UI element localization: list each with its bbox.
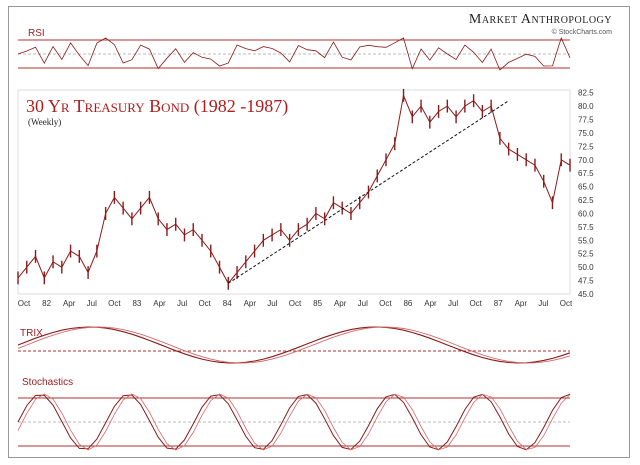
y-tick-label: 77.5 [578,116,594,125]
y-tick-label: 57.5 [578,223,594,232]
y-tick-label: 75.0 [578,129,594,138]
y-tick-label: 80.0 [578,102,594,111]
x-tick-label: Jul [538,299,548,308]
x-tick-label: 86 [403,299,412,308]
chart-subtitle: (Weekly) [28,117,62,127]
brand-title: Market Anthropology [468,12,612,27]
x-tick-label: 82 [42,299,51,308]
chart-svg: 82.5 80.0 77.5 75.0 72.5 70.0 67.5 65.0 62.5 60.0… [8,6,630,458]
x-tick-label: Jul [267,299,277,308]
x-tick-label: Oct [469,299,482,308]
y-tick-label: 45.0 [578,290,594,299]
x-tick-label: Jul [448,299,458,308]
x-tick-label: Oct [560,299,573,308]
chart-frame: 82.5 80.0 77.5 75.0 72.5 70.0 67.5 65.0 62.5 60.0… [8,6,630,458]
main-panel-border [17,89,571,295]
stochastics-label: Stochastics [22,377,74,388]
y-tick-label: 62.5 [578,196,594,205]
y-tick-label: 60.0 [578,209,594,218]
x-tick-label: Jul [358,299,368,308]
rsi-line [17,36,571,71]
x-tick-label: Apr [244,299,257,308]
x-tick-label: Oct [18,299,31,308]
y-tick-label: 67.5 [578,169,594,178]
x-tick-label: Apr [424,299,437,308]
y-tick-label: 55.0 [578,236,594,245]
y-tick-label: 50.0 [578,263,594,272]
x-tick-label: Jul [177,299,187,308]
x-tick-label: Apr [515,299,528,308]
trix-line [17,326,571,364]
x-tick-label: 85 [313,299,322,308]
x-tick-label: Oct [198,299,211,308]
x-tick-label: Apr [334,299,347,308]
x-tick-label: Oct [289,299,302,308]
rsi-label: RSI [28,28,45,39]
trix-label: TRIX [20,328,43,339]
y-tick-label: 82.5 [578,89,594,98]
stoch-k-line [17,393,571,451]
y-tick-label: 70.0 [578,156,594,165]
trix-signal-line [17,326,571,364]
trendline [228,100,509,284]
y-tick-label: 52.5 [578,250,594,259]
chart-title: 30 Yr Treasury Bond (1982 -1987) [26,96,289,116]
x-tick-label: Oct [379,299,392,308]
price-line [17,93,571,285]
brand-logo: Market Anthropology © StockCharts.com [469,12,612,36]
y-tick-label: 65.0 [578,183,594,192]
x-tick-label: Apr [153,299,166,308]
x-tick-label: Jul [87,299,97,308]
x-tick-label: 84 [223,299,232,308]
x-tick-label: Oct [108,299,121,308]
x-tick-label: Apr [63,299,76,308]
outer-border [8,6,630,458]
x-tick-label: 83 [132,299,141,308]
y-tick-label: 47.5 [578,277,594,286]
x-tick-label: 87 [494,299,503,308]
y-tick-label: 72.5 [578,142,594,151]
stoch-d-line [17,393,571,451]
brand-subtitle: © StockCharts.com [551,29,612,36]
